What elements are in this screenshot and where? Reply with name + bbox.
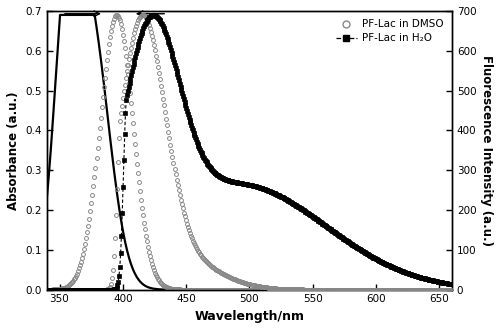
Y-axis label: Absorbance (a.u.): Absorbance (a.u.): [7, 91, 20, 210]
Legend: PF-Lac in DMSO, PF-Lac in H₂O: PF-Lac in DMSO, PF-Lac in H₂O: [333, 16, 446, 47]
Y-axis label: Fluorescence Intensity (a.u.): Fluorescence Intensity (a.u.): [480, 55, 493, 246]
X-axis label: Wavelength/nm: Wavelength/nm: [194, 310, 304, 323]
